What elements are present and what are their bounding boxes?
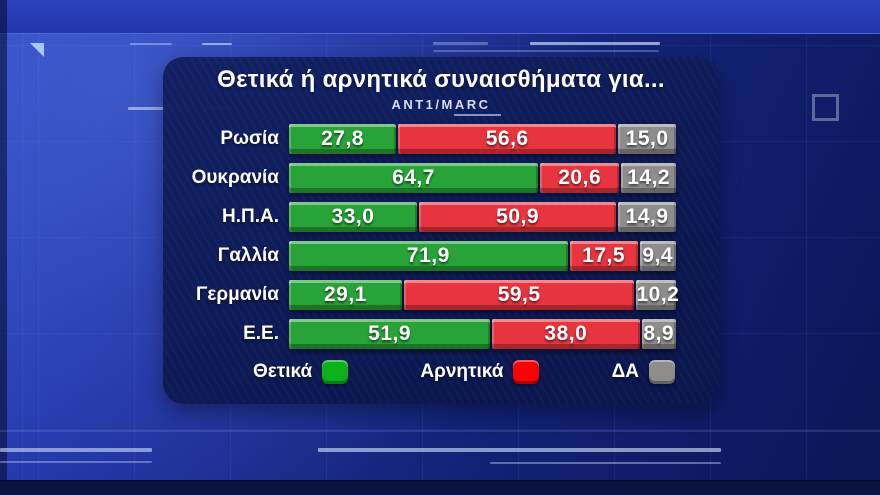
stacked-bar: 51,9 38,0 8,9 [289,319,676,349]
stacked-bar: 64,7 20,6 14,2 [289,163,676,193]
value-label: 17,5 [582,244,626,267]
deco-line [530,42,660,45]
bar-segment-positive: 27,8 [289,124,397,154]
category-label-4: Γερμανία [195,284,279,305]
left-edge-strip [0,0,7,495]
chart-row: Γαλλία 71,9 17,5 9,4 [163,241,719,271]
bar-segment-positive: 71,9 [289,241,568,271]
bar-segment-negative: 17,5 [569,241,638,271]
bar-segment-positive: 51,9 [289,319,491,349]
value-label: 56,6 [485,127,529,150]
stacked-bar: 71,9 17,5 9,4 [289,241,676,271]
deco-horizontal-gridline [0,430,880,432]
category-label-2: Η.Π.Α. [222,206,279,227]
stacked-bar: 29,1 59,5 10,2 [289,280,680,310]
legend-swatch-positive [322,360,349,384]
bar-segment-na: 15,0 [618,124,676,154]
bar-segment-negative: 50,9 [418,202,617,232]
bar-segment-negative: 56,6 [398,124,617,154]
deco-line [0,448,152,452]
legend-item-negative: Αρνητικά [420,360,540,384]
deco-line [490,462,721,464]
legend-swatch-negative [513,360,540,384]
legend-swatch-na [649,360,675,384]
value-label: 38,0 [544,322,588,345]
bar-segment-positive: 33,0 [289,202,417,232]
chart-row: Ουκρανία 64,7 20,6 14,2 [163,163,719,193]
value-label: 10,2 [636,283,680,306]
bar-segment-na: 8,9 [641,319,676,349]
legend-label: ΔΑ [611,361,639,382]
value-label: 15,0 [625,127,669,150]
square-outline-icon [812,94,839,121]
corner-triangle-icon [30,43,44,57]
value-label: 20,6 [558,166,602,189]
bottom-band [0,480,880,495]
bar-segment-na: 10,2 [636,280,680,310]
legend-label: Αρνητικά [420,361,504,382]
top-band [0,0,880,34]
stacked-bar-chart: Ρωσία 27,8 56,6 15,0 Ουκρανία 64,7 20,6 14,2 Η.Π… [163,124,719,349]
value-label: 29,1 [323,283,367,306]
category-label-3: Γαλλία [217,245,279,266]
deco-line [128,107,171,110]
value-label: 51,9 [368,322,412,345]
deco-line [202,43,232,45]
value-label: 71,9 [406,244,450,267]
value-label: 64,7 [392,166,435,189]
value-label: 8,9 [643,322,675,345]
value-label: 50,9 [496,205,540,228]
category-label-5: Ε.Ε. [243,323,279,344]
chart-row: Ρωσία 27,8 56,6 15,0 [163,124,719,154]
bar-segment-positive: 64,7 [289,163,539,193]
chart-legend: Θετικά Αρνητικά ΔΑ [163,360,719,384]
source-underline [454,114,501,116]
bar-segment-negative: 20,6 [540,163,620,193]
value-label: 59,5 [497,283,541,306]
bar-segment-na: 9,4 [639,241,676,271]
chart-title: Θετικά ή αρνητικά συναισθήματα για... [217,66,665,93]
chart-row: Η.Π.Α. 33,0 50,9 14,9 [163,202,719,232]
legend-item-na: ΔΑ [612,360,675,384]
stacked-bar: 27,8 56,6 15,0 [289,124,676,154]
bar-segment-negative: 59,5 [403,280,635,310]
deco-line [433,50,659,52]
value-label: 14,9 [625,205,669,228]
category-label-0: Ρωσία [220,128,279,149]
chart-source-label: ANT1/MARC [391,97,491,112]
bar-segment-na: 14,9 [618,202,676,232]
value-label: 27,8 [321,127,364,150]
chart-row: Ε.Ε. 51,9 38,0 8,9 [163,319,719,349]
bar-segment-negative: 38,0 [492,319,640,349]
legend-item-positive: Θετικά [253,360,349,384]
legend-label: Θετικά [253,361,313,382]
value-label: 33,0 [331,205,375,228]
deco-line [318,448,721,452]
chart-source: ANT1/MARC [163,97,719,116]
stacked-bar: 33,0 50,9 14,9 [289,202,676,232]
deco-line [0,461,152,463]
chart-row: Γερμανία 29,1 59,5 10,2 [163,280,719,310]
bar-segment-positive: 29,1 [289,280,402,310]
value-label: 14,2 [627,166,671,189]
category-label-1: Ουκρανία [191,167,279,188]
poll-panel: Θετικά ή αρνητικά συναισθήματα για... AN… [163,57,719,404]
value-label: 9,4 [642,244,674,267]
deco-line [433,42,488,45]
deco-line [130,43,172,45]
bar-segment-na: 14,2 [621,163,676,193]
